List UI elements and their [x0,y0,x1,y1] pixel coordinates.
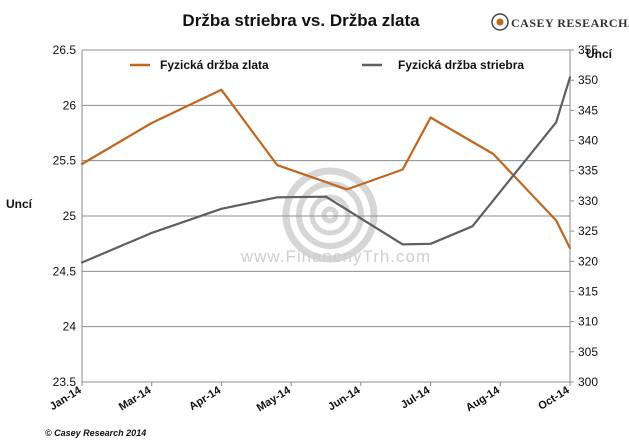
right-tick-label: 345 [578,103,598,117]
left-tick-label: 24 [63,320,77,334]
left-tick-label: 26 [63,98,77,112]
x-tick-label: Jul-14 [399,384,433,411]
brand-logo: CASEY RESEARCH.COM [491,13,629,31]
right-tick-label: 310 [578,315,598,329]
right-tick-label: 340 [578,134,598,148]
axes [81,50,571,382]
right-axis-ticks: 300 305 310 315 320 325 330 335 340 345 350 355 [570,43,598,389]
right-tick-label: 315 [578,284,598,298]
series-line-silver [80,76,572,264]
x-tick-label: Jun-14 [326,384,363,413]
left-axis-label: Uncí [6,197,33,211]
legend: Fyzická držba zlata Fyzická držba strieb… [130,58,524,72]
grid-lines [82,49,570,383]
right-tick-label: 350 [578,73,598,87]
logo-dot-icon [496,18,504,26]
left-tick-label: 25 [63,209,77,223]
left-tick-label: 23.5 [53,375,77,389]
x-tick-label: Apr-14 [187,384,224,413]
right-tick-label: 335 [578,164,598,178]
right-tick-label: 300 [578,375,598,389]
copyright-text: © Casey Research 2014 [45,428,146,438]
brand-text: CASEY RESEARCH.COM [511,16,629,30]
right-tick-label: 320 [578,254,598,268]
right-tick-label: 325 [578,224,598,238]
chart-title: Držba striebra vs. Držba zlata [182,11,420,30]
right-axis-label: Uncí [586,47,613,61]
left-axis-ticks: 23.5 24 24.5 25 25.5 26 26.5 [53,43,77,389]
series-line-gold [80,88,572,250]
left-tick-label: 26.5 [53,43,77,57]
legend-silver-label: Fyzická držba striebra [398,58,524,72]
x-axis-ticks: Jan-14 Mar-14 Apr-14 May-14 Jun-14 Jul-14 Aug-… [48,382,572,414]
watermark-text: www.FinancnyTrh.com [240,247,431,266]
right-tick-label: 330 [578,194,598,208]
legend-gold-label: Fyzická držba zlata [160,58,269,72]
x-tick-label: Oct-14 [536,384,572,413]
x-tick-label: Mar-14 [117,384,154,413]
right-tick-label: 305 [578,345,598,359]
left-tick-label: 25.5 [53,154,77,168]
x-tick-label: May-14 [255,384,294,414]
series-layer [80,76,572,264]
right-tick-label: 355 [578,43,598,57]
x-tick-label: Aug-14 [464,384,503,414]
left-tick-label: 24.5 [53,264,77,278]
